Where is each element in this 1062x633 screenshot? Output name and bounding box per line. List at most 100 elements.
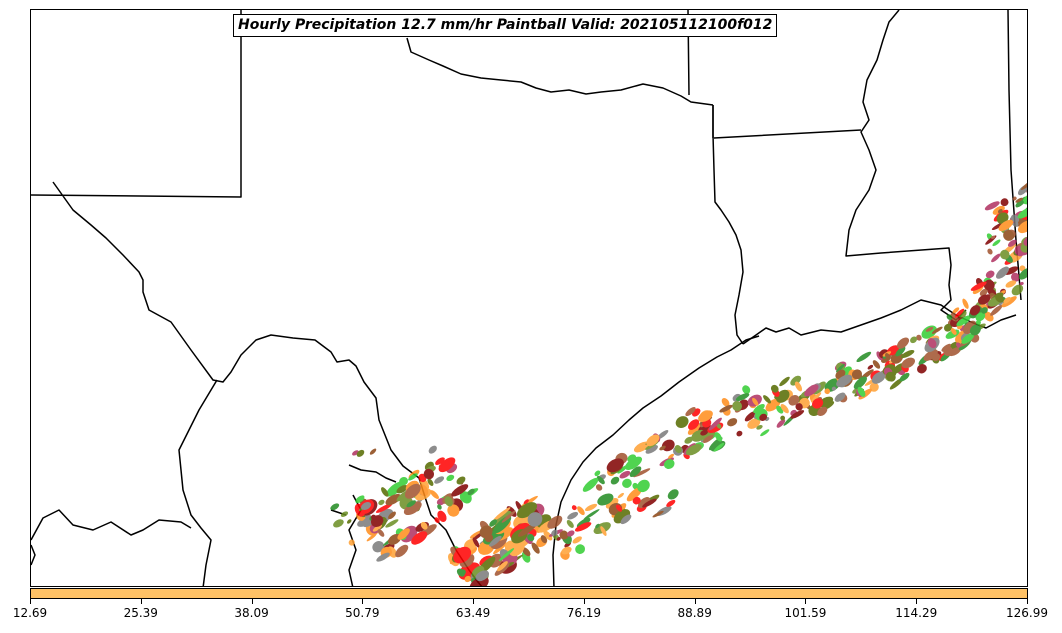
precipitation-blob [871,371,886,384]
precipitation-blob [1019,281,1024,286]
precipitation-blob [1010,272,1020,282]
precipitation-blob [675,416,689,428]
precipitation-blob [428,445,437,454]
precipitation-blob [735,393,750,401]
precipitation-blob [795,403,803,411]
precipitation-blob [824,378,841,392]
precipitation-blob [765,398,781,412]
precipitation-blob [804,384,819,397]
precipitation-blob [925,327,934,332]
precipitation-blob [582,477,599,492]
colorbar-tick-label: 38.09 [234,606,269,620]
texas-gulf-coast [552,335,760,586]
precipitation-blob [916,334,922,341]
precipitation-blob [370,515,384,528]
precipitation-blob [366,533,377,542]
precipitation-blob [381,487,389,497]
precipitation-blob [467,488,475,496]
precipitation-blob [361,502,372,510]
precipitation-blob [1027,222,1028,239]
precipitation-blob [527,512,543,527]
precipitation-blob [790,410,805,419]
precipitation-blob [900,349,915,359]
colorbar-tick-label: 101.59 [784,606,827,620]
precipitation-blob [1020,179,1027,191]
precipitation-blob [427,478,434,486]
precipitation-blob [572,536,582,544]
precipitation-blob [721,397,730,407]
precipitation-blob [456,476,466,485]
precipitation-blob [626,487,643,502]
precipitation-blob [386,481,405,497]
precipitation-blob [1005,280,1017,288]
precipitation-blob [438,457,456,473]
precipitation-blob [459,569,466,576]
precipitation-blob [446,474,455,482]
precipitation-blob [600,526,607,536]
precipitation-blob [969,305,981,316]
colorbar-tick-label: 25.39 [123,606,158,620]
precipitation-blob [356,449,365,457]
precipitation-blob [931,326,943,334]
texas-border [31,10,483,586]
precipitation-blob [610,476,620,485]
precipitation-blob [469,576,489,586]
precipitation-blob [638,496,651,509]
precipitation-blob [595,523,600,529]
precipitation-blob [719,404,733,413]
map-panel [30,9,1028,587]
precipitation-blob [1004,266,1019,275]
precipitation-blob [435,457,445,465]
colorbar-tick-label: 63.49 [455,606,491,620]
precipitation-blob [954,308,965,318]
precipitation-blob [645,444,658,454]
precipitation-blob [698,410,713,423]
colorbar-tick-mark [694,599,696,604]
precipitation-blob [834,392,846,402]
colorbar-tick-label: 50.79 [345,606,380,620]
precipitation-blob [388,511,396,520]
precipitation-blob [979,288,988,297]
precipitation-blob [885,371,896,382]
precipitation-blob [668,453,675,459]
precipitation-blob [759,413,768,422]
colorbar-tick-mark [251,599,253,604]
precipitation-blob [464,575,472,583]
precipitation-blob [475,570,490,582]
precipitation-blob [444,496,453,507]
precipitation-blob [333,519,344,528]
precipitation-blob [885,353,891,360]
precipitation-blob [812,398,824,409]
precipitation-blob [956,315,971,327]
precipitation-blob [763,395,772,404]
precipitation-blob [817,406,828,417]
precipitation-blob [652,510,664,518]
precipitation-blob [995,266,1009,279]
precipitation-blob [975,312,986,322]
precipitation-blob [952,307,960,314]
precipitation-blob [998,219,1014,232]
precipitation-blob [577,506,585,516]
precipitation-blob [990,235,995,239]
precipitation-blob [962,298,969,309]
mississippi-river-border [845,10,967,321]
colorbar-tick-mark [30,599,31,604]
precipitation-blob [990,304,1003,316]
precipitation-blob [1001,296,1017,308]
precipitation-blob [376,552,390,562]
precipitation-blob [687,423,702,435]
precipitation-blob [1003,297,1011,304]
precipitation-blob [489,519,498,527]
precipitation-blob [642,498,657,508]
precipitation-blob [479,525,493,539]
precipitation-blob [617,465,628,474]
precipitation-blob [970,281,987,291]
precipitation-blob [574,522,592,532]
precipitation-blob [1018,268,1027,280]
precipitation-blob [836,363,845,373]
precipitation-blob [566,519,574,528]
precipitation-blob [776,419,786,428]
precipitation-blob [969,324,981,336]
precipitation-blob [583,509,600,520]
precipitation-blob [714,432,723,442]
